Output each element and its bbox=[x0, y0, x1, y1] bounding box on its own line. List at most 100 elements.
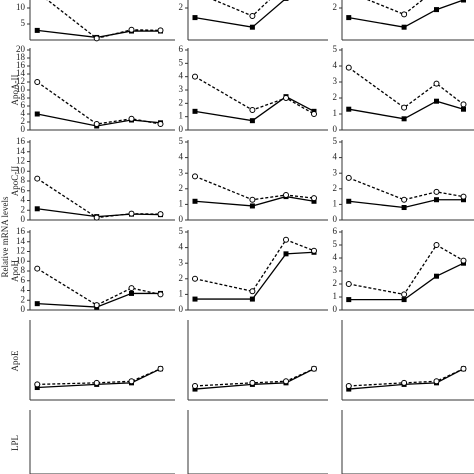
marker bbox=[433, 188, 440, 195]
y-tick-label: 14 bbox=[16, 146, 26, 156]
marker bbox=[34, 385, 40, 391]
marker bbox=[192, 15, 198, 21]
y-tick-label: 1 bbox=[179, 288, 184, 298]
y-tick-label: 5 bbox=[333, 44, 338, 54]
marker bbox=[346, 106, 352, 112]
series-line bbox=[195, 251, 315, 300]
series-line bbox=[348, 368, 464, 390]
y-tick-label: 2 bbox=[21, 116, 26, 126]
y-tick-label: 2 bbox=[333, 183, 338, 193]
y-tick-label: 8 bbox=[21, 265, 26, 275]
marker bbox=[34, 27, 40, 33]
y-tick-label: 12 bbox=[16, 76, 25, 86]
series-line bbox=[348, 199, 464, 209]
series-line bbox=[348, 177, 464, 201]
y-tick-label: 10 bbox=[16, 2, 26, 12]
y-tick-label: 6 bbox=[333, 226, 338, 236]
y-tick-label: 0 bbox=[21, 124, 26, 134]
y-tick-label: 1 bbox=[333, 198, 338, 208]
series-line bbox=[194, 368, 315, 390]
y-tick-label: 4 bbox=[333, 152, 338, 162]
marker bbox=[128, 285, 135, 292]
series-line bbox=[348, 67, 464, 109]
marker bbox=[34, 206, 40, 212]
marker bbox=[311, 111, 317, 117]
series-line bbox=[348, 100, 464, 120]
marker bbox=[128, 378, 135, 385]
marker bbox=[345, 174, 352, 181]
marker bbox=[192, 73, 198, 80]
marker bbox=[128, 210, 135, 217]
marker bbox=[433, 242, 440, 248]
marker bbox=[283, 95, 289, 101]
y-tick-label: 4 bbox=[333, 60, 338, 70]
y-tick-label: 2 bbox=[179, 97, 184, 107]
y-tick-label: 16 bbox=[16, 136, 26, 146]
series-line bbox=[36, 178, 161, 219]
y-tick-label: 1 bbox=[179, 198, 184, 208]
marker bbox=[129, 290, 134, 296]
y-tick-label: 3 bbox=[179, 257, 184, 267]
marker bbox=[93, 302, 100, 309]
marker bbox=[311, 247, 317, 254]
marker bbox=[311, 365, 317, 372]
series-line bbox=[194, 95, 315, 122]
marker bbox=[461, 0, 466, 3]
row-label: ApoC-II bbox=[10, 166, 20, 197]
marker bbox=[34, 175, 41, 182]
marker bbox=[311, 195, 317, 202]
series-line bbox=[37, 292, 161, 308]
marker bbox=[249, 379, 256, 386]
y-tick-label: 10 bbox=[16, 165, 26, 175]
marker bbox=[249, 288, 256, 295]
marker bbox=[345, 382, 352, 389]
series-line bbox=[37, 29, 161, 39]
y-tick-label: 0 bbox=[179, 214, 184, 224]
marker bbox=[345, 281, 352, 287]
marker bbox=[157, 365, 164, 372]
y-tick-label: 18 bbox=[16, 52, 26, 62]
y-tick-label: 16 bbox=[16, 226, 26, 236]
marker bbox=[34, 301, 40, 307]
series-line bbox=[348, 0, 464, 28]
marker bbox=[34, 79, 41, 85]
y-tick-label: 2 bbox=[179, 183, 184, 193]
marker bbox=[434, 273, 439, 279]
marker bbox=[249, 296, 255, 302]
y-tick-label: 0 bbox=[333, 304, 338, 314]
row-label: LPL bbox=[10, 435, 20, 451]
y-tick-label: 8 bbox=[21, 175, 26, 185]
y-tick-label: 2 bbox=[179, 2, 184, 12]
marker bbox=[433, 80, 440, 87]
y-tick-label: 6 bbox=[21, 185, 26, 195]
marker bbox=[192, 275, 198, 282]
marker bbox=[34, 265, 41, 272]
y-tick-label: 6 bbox=[21, 100, 26, 110]
marker bbox=[401, 116, 407, 122]
marker bbox=[346, 386, 352, 392]
series-line bbox=[37, 368, 161, 386]
marker bbox=[346, 198, 352, 204]
y-tick-label: 10 bbox=[16, 255, 26, 265]
y-tick-label: 14 bbox=[16, 68, 26, 78]
y-tick-label: 2 bbox=[21, 204, 26, 214]
y-tick-label: 2 bbox=[179, 273, 184, 283]
y-tick-label: 3 bbox=[179, 167, 184, 177]
row-label: ApoE bbox=[10, 350, 20, 371]
y-tick-label: 4 bbox=[21, 285, 26, 295]
series-line bbox=[348, 244, 464, 296]
y-tick-label: 3 bbox=[333, 265, 338, 275]
marker bbox=[460, 193, 467, 200]
marker bbox=[434, 98, 439, 104]
series-line bbox=[46, 0, 161, 40]
series-line bbox=[36, 81, 161, 125]
marker bbox=[249, 24, 255, 30]
y-tick-label: 4 bbox=[179, 242, 184, 252]
y-tick-label: 12 bbox=[16, 246, 25, 256]
row-label: ApoH bbox=[10, 260, 20, 282]
series-line bbox=[348, 368, 464, 387]
y-tick-label: 0 bbox=[179, 124, 184, 134]
y-tick-label: 1 bbox=[333, 291, 338, 301]
y-tick-label: 8 bbox=[21, 92, 26, 102]
